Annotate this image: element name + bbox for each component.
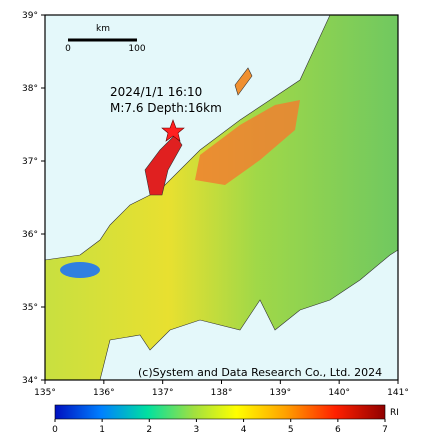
- lat-label: 36°: [22, 230, 38, 240]
- lon-label: 135°: [34, 388, 56, 398]
- colorbar-tick-label: 4: [241, 425, 247, 435]
- lon-label: 140°: [328, 388, 350, 398]
- colorbar: [54, 404, 386, 420]
- colorbar-tick-label: 0: [52, 425, 58, 435]
- scale-unit: km: [96, 24, 110, 34]
- lat-label: 34°: [22, 376, 38, 386]
- low-zone: [60, 262, 100, 278]
- scale-start: 0: [65, 44, 71, 54]
- land: [44, 14, 399, 381]
- hot-zone: [195, 100, 300, 185]
- scale-end: 100: [128, 44, 145, 54]
- lon-label: 141°: [387, 388, 409, 398]
- lon-label: 139°: [269, 388, 291, 398]
- colorbar-tick-label: 2: [146, 425, 152, 435]
- lat-label: 39°: [22, 11, 38, 21]
- colorbar-label: RI: [390, 408, 399, 418]
- colorbar-tick-label: 3: [194, 425, 200, 435]
- colorbar-tick-label: 1: [99, 425, 105, 435]
- event-time: 2024/1/1 16:10: [110, 85, 202, 99]
- event-detail: M:7.6 Depth:16km: [110, 101, 222, 115]
- lat-label: 37°: [22, 157, 38, 167]
- lon-label: 136°: [93, 388, 115, 398]
- epicenter: [161, 119, 185, 142]
- axes: 135° 136° 137° 138° 139° 140° 141°39°38°37°36°…: [22, 11, 409, 435]
- sado-island: [234, 67, 253, 96]
- lon-label: 138°: [211, 388, 233, 398]
- copyright: (c)System and Data Research Co., Ltd. 20…: [138, 366, 382, 379]
- lat-label: 38°: [22, 84, 38, 94]
- colorbar-tick-label: 5: [288, 425, 294, 435]
- lon-label: 137°: [152, 388, 174, 398]
- lat-label: 35°: [22, 303, 38, 313]
- colorbar-tick-label: 6: [335, 425, 341, 435]
- colorbar-tick-label: 7: [382, 425, 388, 435]
